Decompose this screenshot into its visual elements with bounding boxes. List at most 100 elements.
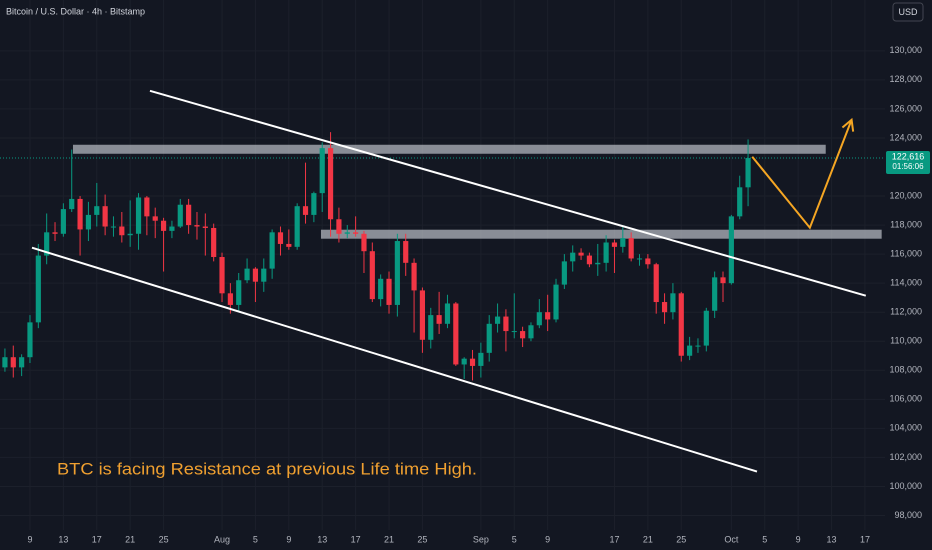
candle-body bbox=[102, 206, 108, 227]
price-axis bbox=[885, 0, 932, 550]
candle-body bbox=[169, 226, 175, 231]
candle-body bbox=[695, 345, 701, 347]
candle-body bbox=[503, 316, 509, 332]
candle-body bbox=[645, 258, 651, 265]
candle-body bbox=[236, 280, 242, 305]
candle-body bbox=[453, 303, 459, 365]
y-tick-label: 112,000 bbox=[890, 307, 922, 317]
candle-body bbox=[712, 277, 718, 311]
y-tick-label: 106,000 bbox=[889, 394, 922, 404]
candle-body bbox=[311, 193, 317, 215]
x-tick-label: 21 bbox=[125, 534, 135, 544]
candle-body bbox=[378, 278, 384, 300]
candle-body bbox=[119, 226, 125, 236]
candle-body bbox=[653, 264, 659, 303]
annotation: BTC is facing Resistance at previous Lif… bbox=[57, 459, 477, 478]
candle-body bbox=[620, 238, 626, 247]
y-tick-label: 130,000 bbox=[889, 45, 922, 55]
candle-body bbox=[703, 310, 709, 346]
x-tick-label: Oct bbox=[724, 534, 739, 544]
candle-body bbox=[361, 233, 367, 252]
x-tick-label: 21 bbox=[384, 534, 394, 544]
x-tick-label: 13 bbox=[317, 534, 327, 544]
candle-body bbox=[319, 148, 325, 194]
x-tick-label: 9 bbox=[286, 534, 291, 544]
candle-body bbox=[160, 220, 167, 231]
candle-body bbox=[94, 206, 100, 215]
y-tick-label: 102,000 bbox=[889, 452, 922, 462]
candle-body bbox=[461, 358, 467, 365]
chart-title: Bitcoin / U.S. Dollar · 4h · Bitstamp bbox=[6, 6, 145, 16]
candle-body bbox=[403, 241, 409, 263]
candle-body bbox=[528, 325, 534, 339]
candle-body bbox=[670, 293, 676, 313]
candle-body bbox=[745, 158, 751, 188]
y-tick-label: 104,000 bbox=[889, 423, 922, 433]
candle-body bbox=[177, 204, 183, 227]
candle-body bbox=[85, 214, 92, 230]
candle-body bbox=[294, 206, 300, 247]
candle-body bbox=[194, 225, 200, 227]
candle-body bbox=[428, 315, 434, 340]
candle-body bbox=[486, 323, 492, 353]
candle-body bbox=[728, 216, 734, 284]
candle-body bbox=[678, 293, 684, 356]
candle-body bbox=[277, 232, 284, 244]
candle-body bbox=[578, 252, 584, 256]
candle-body bbox=[52, 232, 58, 234]
candle-body bbox=[661, 302, 668, 313]
x-tick-label: 17 bbox=[860, 534, 870, 544]
candle-body bbox=[520, 331, 526, 339]
candle-body bbox=[286, 243, 292, 247]
candle-body bbox=[211, 227, 217, 258]
candle-body bbox=[110, 226, 117, 228]
x-tick-label: Sep bbox=[473, 534, 489, 544]
candle-body bbox=[444, 303, 451, 324]
x-tick-label: 25 bbox=[417, 534, 427, 544]
candle-body bbox=[720, 277, 726, 284]
y-tick-label: 110,000 bbox=[890, 336, 922, 346]
candle-body bbox=[394, 241, 400, 305]
x-tick-label: 17 bbox=[92, 534, 102, 544]
candle-body bbox=[411, 262, 417, 291]
candle-body bbox=[327, 148, 334, 220]
y-tick-label: 100,000 bbox=[889, 481, 922, 491]
candle-body bbox=[186, 204, 192, 226]
candle-body bbox=[336, 219, 342, 234]
time-axis bbox=[0, 530, 885, 550]
candle-body bbox=[570, 252, 576, 262]
projection-arrowhead bbox=[841, 117, 855, 132]
price-tag-countdown: 01:56:06 bbox=[892, 162, 924, 171]
y-tick-label: 116,000 bbox=[890, 248, 922, 258]
candle-body bbox=[553, 284, 559, 320]
candle-body bbox=[353, 232, 359, 234]
candle-body bbox=[369, 251, 375, 300]
candle-body bbox=[27, 322, 33, 358]
candle-body bbox=[419, 290, 426, 340]
y-tick-label: 108,000 bbox=[889, 365, 922, 375]
candle-body bbox=[144, 197, 150, 217]
currency-label[interactable]: USD bbox=[898, 7, 918, 17]
y-tick-label: 120,000 bbox=[889, 190, 922, 200]
candle-body bbox=[737, 187, 743, 217]
candle-body bbox=[469, 358, 476, 366]
price-tag bbox=[886, 151, 930, 175]
candle-body bbox=[44, 232, 50, 256]
candle-body bbox=[60, 209, 66, 234]
x-tick-label: 9 bbox=[545, 534, 550, 544]
currency-button[interactable] bbox=[892, 2, 924, 22]
projection-path bbox=[751, 119, 853, 230]
trend-line bbox=[149, 89, 867, 297]
candle-body bbox=[219, 257, 225, 294]
trend-line bbox=[31, 246, 758, 473]
candle-body bbox=[227, 293, 233, 305]
candle-body bbox=[269, 232, 275, 269]
candle-body bbox=[511, 331, 517, 333]
candle-body bbox=[135, 197, 142, 234]
candle-body bbox=[127, 233, 133, 236]
candle-body bbox=[603, 242, 609, 263]
candle-body bbox=[561, 261, 567, 285]
candle-body bbox=[386, 278, 392, 305]
y-tick-label: 124,000 bbox=[889, 132, 922, 142]
candle-body bbox=[628, 238, 634, 259]
